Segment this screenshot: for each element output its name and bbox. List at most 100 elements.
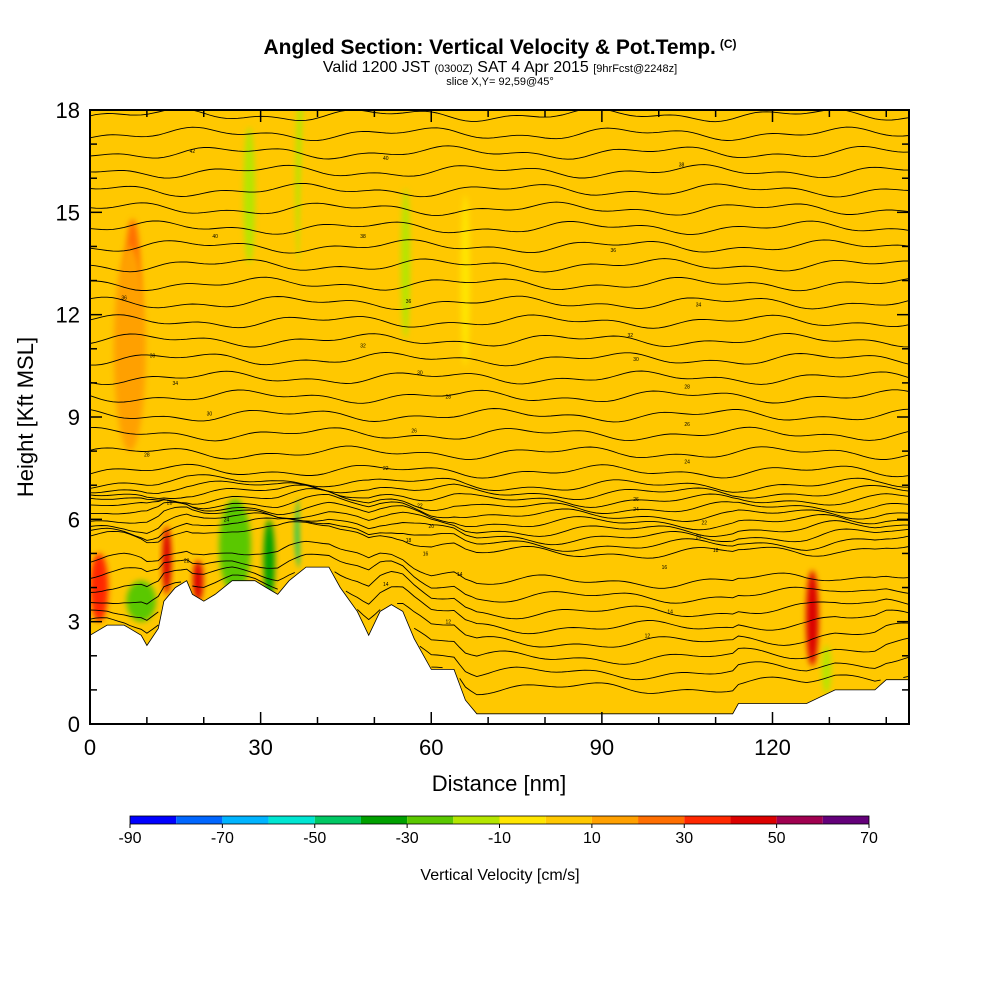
isentrope <box>90 512 909 546</box>
x-tick-label: 30 <box>248 735 272 760</box>
isentrope <box>90 389 909 404</box>
contour-label: 42 <box>190 149 196 155</box>
colorbar-swatch <box>638 816 685 824</box>
contour-label: 12 <box>645 633 651 639</box>
contour-label: 14 <box>457 572 463 578</box>
velocity-cell <box>126 580 156 622</box>
isentrope <box>90 258 909 273</box>
velocity-cell <box>192 560 204 602</box>
y-tick-label: 3 <box>68 610 80 635</box>
colorbar-swatch <box>360 816 408 824</box>
y-tick-label: 0 <box>68 712 80 737</box>
contour-label: 18 <box>406 538 412 544</box>
terrain <box>90 567 909 724</box>
velocity-cell <box>263 519 275 602</box>
velocity-cell <box>460 195 470 366</box>
isentrope <box>90 493 909 522</box>
contour-label: 20 <box>428 524 434 530</box>
chart-title: Angled Section: Vertical Velocity & Pot.… <box>263 36 737 59</box>
contour-label: 38 <box>360 234 366 240</box>
colorbar-swatch <box>822 816 869 824</box>
isentrope <box>90 501 909 531</box>
y-axis: 0 36 9 12 15 18 <box>56 98 909 737</box>
colorbar-swatch <box>684 816 731 824</box>
valid-date: SAT 4 Apr 2015 <box>477 59 589 76</box>
contour-label: 24 <box>684 459 690 465</box>
contour-label: 36 <box>610 248 616 254</box>
x-tick-label: 60 <box>419 735 443 760</box>
isentrope <box>90 540 909 589</box>
colorbar-swatch <box>222 816 269 824</box>
x-tick-label: 0 <box>84 735 96 760</box>
isentrope <box>90 617 909 665</box>
isentrope <box>90 517 909 552</box>
colorbar: -90 -70 -50 -30 -10 10 30 50 70 <box>118 815 878 847</box>
colorbar-swatch <box>130 816 177 824</box>
colorbar-swatch <box>730 816 777 824</box>
colorbar-swatch <box>591 816 639 824</box>
colorbar-swatch <box>776 816 823 824</box>
colorbar-swatch <box>314 816 361 824</box>
colorbar-tick-label: -10 <box>488 830 511 847</box>
contour-label: 24 <box>224 517 230 523</box>
contour-label: 38 <box>679 163 685 169</box>
velocity-cell <box>821 645 832 694</box>
contour-label: 20 <box>696 534 702 540</box>
isentrope <box>90 553 909 604</box>
colorbar-swatch <box>407 816 454 824</box>
valid-time: Valid 1200 JST (0300Z) SAT 4 Apr 2015 [9… <box>0 59 1000 77</box>
isentrope <box>90 480 909 501</box>
contour-label: 30 <box>417 371 423 377</box>
velocity-cell <box>401 188 411 339</box>
isentrope <box>90 276 909 292</box>
contour-label: 36 <box>406 299 412 305</box>
colorbar-swatch <box>453 816 500 824</box>
valid-prefix: Valid 1200 JST <box>322 59 430 76</box>
x-axis: 0 30 60 90 120 <box>84 110 887 760</box>
isentrope <box>419 645 909 681</box>
contour-label: 12 <box>446 620 452 626</box>
isentrope <box>90 182 909 198</box>
velocity-cell <box>90 553 109 622</box>
colorbar-tick-label: 10 <box>583 830 601 847</box>
isentrope <box>90 314 909 329</box>
contour-label: 26 <box>411 429 417 435</box>
isentrope <box>90 474 909 493</box>
contour-label: 26 <box>684 422 690 428</box>
velocity-cell <box>162 526 172 595</box>
colorbar-label: Vertical Velocity [cm/s] <box>420 867 579 884</box>
velocity-cell <box>414 110 449 520</box>
colorbar-swatch <box>268 816 315 824</box>
colorbar-tick-label: -70 <box>211 830 234 847</box>
y-tick-label: 18 <box>56 98 80 123</box>
contour-label: 32 <box>360 343 366 349</box>
isentrope <box>90 426 909 442</box>
contour-label: 30 <box>150 354 156 360</box>
title-tag: (C) <box>719 37 737 51</box>
isentrope <box>90 463 909 479</box>
contour-label: 32 <box>628 333 634 339</box>
isentrope <box>90 408 909 423</box>
colorbar-swatch <box>499 816 546 824</box>
velocity-cell <box>806 570 819 667</box>
velocity-cell <box>113 246 146 452</box>
velocity-cell <box>351 110 375 588</box>
y-tick-label: 15 <box>56 200 80 225</box>
velocity-field <box>90 110 898 724</box>
isentrope <box>90 484 909 508</box>
isentrope <box>90 351 909 367</box>
contour-label: 26 <box>633 497 639 503</box>
contour-label: 30 <box>207 412 213 418</box>
y-tick-label: 9 <box>68 405 80 430</box>
colorbar-tick-label: -30 <box>396 830 419 847</box>
terrain-outline <box>90 566 909 715</box>
contour-label: 28 <box>167 500 173 506</box>
colorbar-swatch <box>176 816 223 824</box>
colorbar-tick-label: 70 <box>860 830 878 847</box>
contour-label: 28 <box>684 384 690 390</box>
isentrope <box>90 220 909 235</box>
colorbar-swatch <box>545 816 592 824</box>
colorbar-tick-label: -90 <box>118 830 141 847</box>
contour-label: 16 <box>423 551 429 557</box>
